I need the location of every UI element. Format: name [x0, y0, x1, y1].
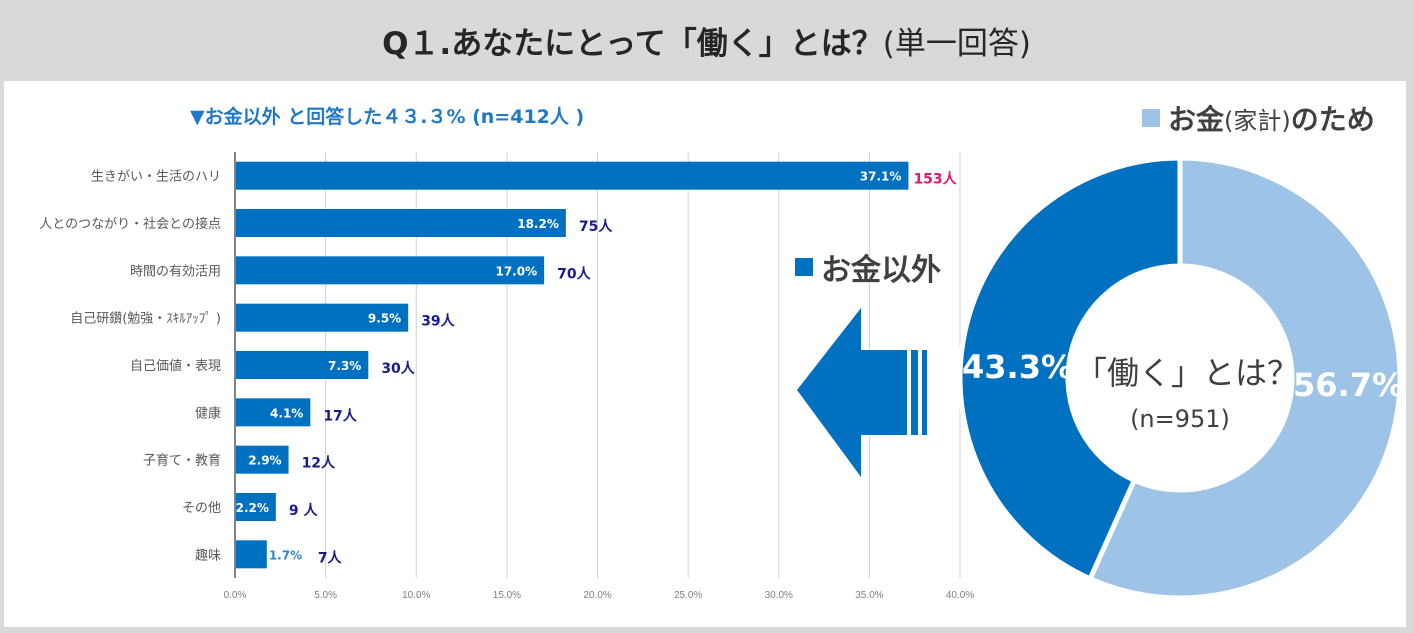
title-bar: Q１.あなたにとって「働く」とは？(単一回答) — [0, 0, 1413, 80]
x-tick-label: 15.0% — [493, 590, 521, 601]
category-label: 生きがい・生活のハリ — [91, 170, 221, 185]
count-label: 30人 — [381, 360, 415, 377]
left-arrow-icon — [797, 308, 927, 477]
x-tick-label: 5.0% — [314, 590, 337, 601]
donut-slice-other — [957, 155, 1183, 583]
x-tick-label: 0.0% — [224, 590, 247, 601]
category-label: 時間の有効活用 — [130, 264, 221, 279]
donut-label-money: 56.7% — [1293, 366, 1405, 404]
bar — [236, 161, 909, 190]
category-label: 自己研鑽(勉強・ｽｷﾙｱｯﾌﾟ ) — [70, 311, 221, 327]
bar — [236, 398, 311, 427]
count-label: 70人 — [557, 265, 591, 282]
x-tick-label: 35.0% — [855, 590, 883, 601]
donut-center-title: 「働く」とは？ — [1075, 354, 1300, 392]
bar — [236, 540, 267, 569]
bar — [236, 493, 276, 521]
bar — [236, 303, 409, 332]
x-tick-label: 20.0% — [583, 590, 611, 601]
title-sub: (単一回答) — [882, 25, 1031, 62]
bar — [236, 445, 289, 474]
x-tick-label: 40.0% — [946, 590, 974, 601]
count-label: 75人 — [579, 218, 613, 235]
count-label: 12人 — [302, 455, 336, 472]
category-label: 健康 — [195, 405, 221, 421]
count-label: 17人 — [323, 407, 357, 424]
legend-money-paren: (家計) — [1224, 106, 1291, 135]
category-label: 人とのつながり・社会との接点 — [39, 216, 221, 232]
value-label: 17.0% — [495, 264, 537, 278]
value-label: 2.9% — [248, 454, 281, 468]
x-tick-label: 25.0% — [674, 590, 702, 601]
legend-money-main: お金 — [1168, 103, 1225, 136]
category-label: 子育て・教育 — [143, 453, 221, 469]
donut-center-n: (n=951) — [1130, 405, 1230, 433]
donut-label-other: 43.3% — [962, 348, 1074, 386]
arrow-stripe — [922, 350, 927, 435]
count-label: 153人 — [913, 171, 957, 188]
value-label: 2.2% — [236, 501, 269, 515]
bar — [236, 351, 369, 379]
bar — [236, 209, 566, 237]
category-label: その他 — [182, 501, 221, 516]
value-label: 18.2% — [517, 217, 559, 231]
legend-swatch-money — [1142, 109, 1160, 127]
page-title: Q１.あなたにとって「働く」とは？(単一回答) — [382, 18, 1031, 63]
legend-money: お金 (家計) のため — [1142, 98, 1375, 138]
arrow-stripe — [911, 350, 918, 435]
count-label: 7人 — [318, 549, 343, 566]
legend-swatch-other — [795, 258, 813, 276]
count-label: 39人 — [421, 313, 455, 330]
category-label: 自己価値・表現 — [130, 358, 221, 374]
legend-other: お金以外 — [795, 245, 941, 289]
bar-chart-subtitle: ▼お金以外 と回答した４３.３% (n=412人 ) — [190, 106, 585, 128]
value-label: 9.5% — [368, 312, 401, 326]
title-main: Q１.あなたにとって「働く」とは？ — [382, 25, 883, 62]
value-label: 1.7% — [269, 548, 302, 562]
bar — [236, 256, 545, 285]
legend-other-label: お金以外 — [821, 253, 941, 288]
arrow-head — [797, 308, 907, 477]
count-label: 9 人 — [289, 502, 319, 519]
x-tick-label: 30.0% — [765, 590, 793, 601]
category-label: 趣味 — [195, 548, 221, 563]
donut-slice-money — [1086, 155, 1403, 601]
value-label: 4.1% — [270, 406, 303, 420]
x-tick-label: 10.0% — [402, 590, 430, 601]
legend-money-tail: のため — [1290, 103, 1375, 136]
value-label: 37.1% — [860, 170, 902, 184]
value-label: 7.3% — [328, 359, 361, 373]
